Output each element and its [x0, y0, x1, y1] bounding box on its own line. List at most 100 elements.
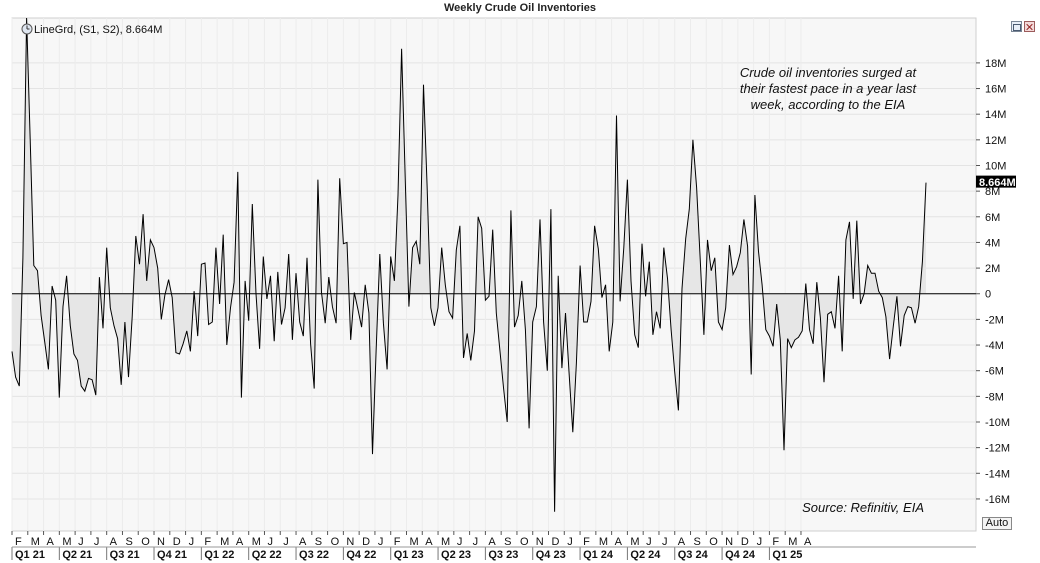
- month-tick-label: J: [457, 536, 463, 548]
- month-tick-label: N: [725, 536, 733, 548]
- month-tick-label: A: [678, 536, 686, 548]
- month-tick-label: O: [520, 536, 529, 548]
- series-area-fill: [12, 18, 926, 512]
- last-value-marker: 8.664M: [976, 175, 1016, 189]
- month-tick-label: F: [394, 536, 401, 548]
- month-tick-label: J: [189, 536, 195, 548]
- quarter-tick-label: Q2 24: [630, 549, 661, 561]
- y-tick-label: 6M: [985, 212, 1000, 224]
- y-tick-label: -8M: [985, 391, 1004, 403]
- y-tick-label: 16M: [985, 84, 1006, 96]
- month-tick-label: M: [788, 536, 797, 548]
- month-tick-label: O: [141, 536, 150, 548]
- annotation-line-1: Crude oil inventories surged at: [740, 65, 918, 80]
- month-tick-label: A: [488, 536, 496, 548]
- month-tick-label: J: [378, 536, 384, 548]
- month-tick-label: M: [31, 536, 40, 548]
- month-tick-label: M: [630, 536, 639, 548]
- month-tick-label: J: [78, 536, 84, 548]
- last-value-label: 8.664M: [979, 177, 1016, 189]
- quarter-tick-label: Q1 21: [15, 549, 45, 561]
- month-tick-label: M: [441, 536, 450, 548]
- month-tick-label: A: [110, 536, 118, 548]
- y-tick-label: 18M: [985, 58, 1006, 70]
- quarter-tick-label: Q4 23: [536, 549, 566, 561]
- quarter-tick-label: Q4 21: [157, 549, 187, 561]
- month-tick-label: J: [646, 536, 652, 548]
- annotation: Crude oil inventories surged at their fa…: [740, 65, 918, 112]
- month-tick-label: M: [252, 536, 261, 548]
- month-tick-label: J: [662, 536, 668, 548]
- month-tick-label: N: [346, 536, 354, 548]
- month-tick-label: D: [741, 536, 749, 548]
- month-tick-label: A: [236, 536, 244, 548]
- quarter-tick-label: Q1 23: [394, 549, 424, 561]
- month-tick-label: D: [173, 536, 181, 548]
- month-tick-label: A: [47, 536, 55, 548]
- y-tick-label: -12M: [985, 443, 1010, 455]
- quarter-tick-label: Q4 22: [346, 549, 376, 561]
- month-tick-label: F: [583, 536, 590, 548]
- quarter-tick-label: Q4 24: [725, 549, 756, 561]
- month-tick-label: F: [772, 536, 779, 548]
- y-tick-label: -6M: [985, 366, 1004, 378]
- month-tick-label: D: [552, 536, 560, 548]
- month-tick-label: S: [315, 536, 322, 548]
- quarter-tick-label: Q3 22: [299, 549, 329, 561]
- quarter-tick-label: Q3 24: [678, 549, 709, 561]
- y-tick-label: 10M: [985, 160, 1006, 172]
- month-tick-label: O: [331, 536, 340, 548]
- month-tick-label: J: [473, 536, 479, 548]
- month-tick-label: M: [220, 536, 229, 548]
- quarter-tick-label: Q2 21: [62, 549, 92, 561]
- legend-label: LineGrd, (S1, S2), 8.664M: [34, 24, 162, 36]
- legend: LineGrd, (S1, S2), 8.664M: [21, 23, 162, 36]
- last-value-label-bg: [976, 175, 1016, 188]
- y-tick-label: 4M: [985, 237, 1000, 249]
- series-line: [11, 17, 927, 512]
- month-tick-label: J: [267, 536, 273, 548]
- month-tick-label: S: [504, 536, 511, 548]
- y-tick-label: -4M: [985, 340, 1004, 352]
- auto-scale-button[interactable]: Auto: [982, 517, 1012, 530]
- month-tick-label: J: [567, 536, 573, 548]
- y-tick-label: -14M: [985, 468, 1010, 480]
- quarter-tick-label: Q1 25: [772, 549, 802, 561]
- month-tick-label: S: [694, 536, 701, 548]
- grid-lines: [11, 18, 976, 531]
- chart-title: Weekly Crude Oil Inventories: [443, 2, 596, 14]
- y-tick-label: 2M: [985, 263, 1000, 275]
- month-tick-label: J: [283, 536, 289, 548]
- y-tick-label: 12M: [985, 135, 1006, 147]
- month-tick-label: A: [299, 536, 307, 548]
- y-axis: -16M -14M -12M -10M -8M -6M -4M -2M 0 2M 4M 6M 8M 10M…: [976, 58, 1010, 506]
- y-tick-label: -16M: [985, 494, 1010, 506]
- annotation-line-2: their fastest pace in a year last: [740, 81, 918, 96]
- month-tick-label: F: [204, 536, 211, 548]
- month-tick-label: D: [362, 536, 370, 548]
- source-note: Source: Refinitiv, EIA: [802, 500, 924, 515]
- month-tick-label: F: [15, 536, 22, 548]
- y-tick-label: 0: [985, 289, 991, 301]
- month-tick-label: M: [599, 536, 608, 548]
- y-tick-label: 14M: [985, 109, 1006, 121]
- month-tick-label: J: [757, 536, 763, 548]
- quarter-tick-label: Q1 22: [204, 549, 234, 561]
- month-tick-label: A: [615, 536, 623, 548]
- quarter-tick-label: Q2 23: [441, 549, 471, 561]
- close-icon[interactable]: [1024, 21, 1035, 32]
- annotation-line-3: week, according to the EIA: [751, 97, 906, 112]
- y-tick-label: -2M: [985, 314, 1004, 326]
- restore-icon[interactable]: [1011, 21, 1022, 32]
- month-tick-label: S: [125, 536, 132, 548]
- month-tick-label: O: [709, 536, 718, 548]
- quarter-tick-label: Q2 22: [252, 549, 282, 561]
- month-tick-label: A: [804, 536, 812, 548]
- y-tick-label: -10M: [985, 417, 1010, 429]
- month-tick-label: J: [94, 536, 100, 548]
- quarter-tick-label: Q1 24: [583, 549, 614, 561]
- month-tick-label: N: [157, 536, 165, 548]
- month-tick-label: M: [409, 536, 418, 548]
